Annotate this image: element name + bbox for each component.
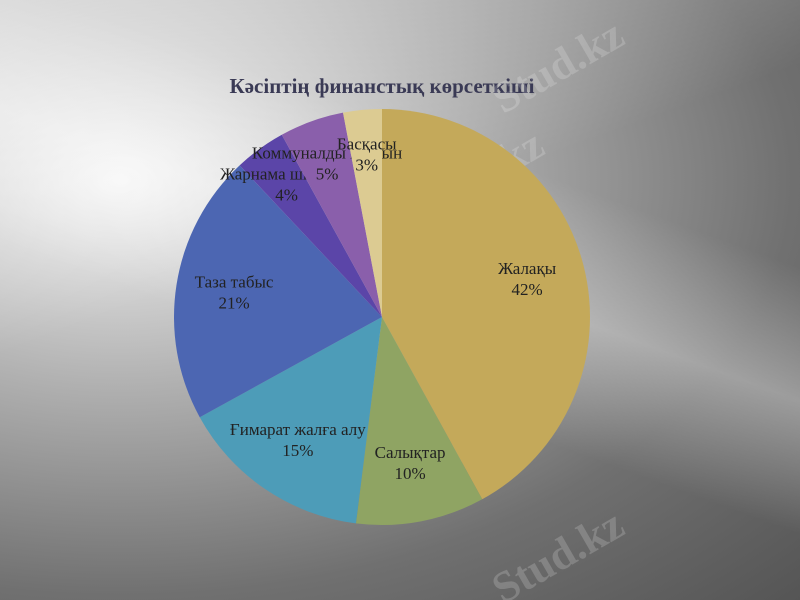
watermark: Stud.kz (484, 499, 632, 600)
slice-name: Ғимарат жалға алу (230, 420, 366, 439)
pie-slice (174, 165, 382, 418)
slice-label: Жалақы 42% (498, 259, 557, 299)
slice-name: Таза табыс (195, 272, 274, 291)
chart-title: Кәсіптің финанстық көрсеткіші (229, 74, 534, 98)
slice-name: Басқасы (337, 134, 397, 153)
slice-value: 3% (355, 155, 378, 174)
slice-value: 5% (316, 164, 339, 183)
slice-value: 10% (394, 464, 425, 483)
pie-slice (382, 109, 591, 500)
pie-slice (355, 317, 483, 526)
slice-name: Салықтар (375, 443, 446, 462)
pie-slice (199, 317, 382, 524)
slice-name: Жалақы (498, 259, 557, 278)
slice-value: 15% (282, 441, 313, 460)
pie-slice (281, 112, 382, 317)
slice-value: 42% (511, 280, 542, 299)
slice-label: Таза табыс 21% (195, 272, 274, 312)
slice-label: Ғимарат жалға алу 15% (230, 420, 366, 460)
slice-label: Басқасы 3% (337, 134, 397, 174)
watermark: Stud.kz (484, 9, 632, 123)
slice-value: 21% (218, 293, 249, 312)
pie-slice (239, 134, 382, 317)
pie-slice (343, 109, 382, 317)
slice-label: Салықтар 10% (375, 443, 446, 483)
slice-value: 4% (275, 186, 298, 205)
